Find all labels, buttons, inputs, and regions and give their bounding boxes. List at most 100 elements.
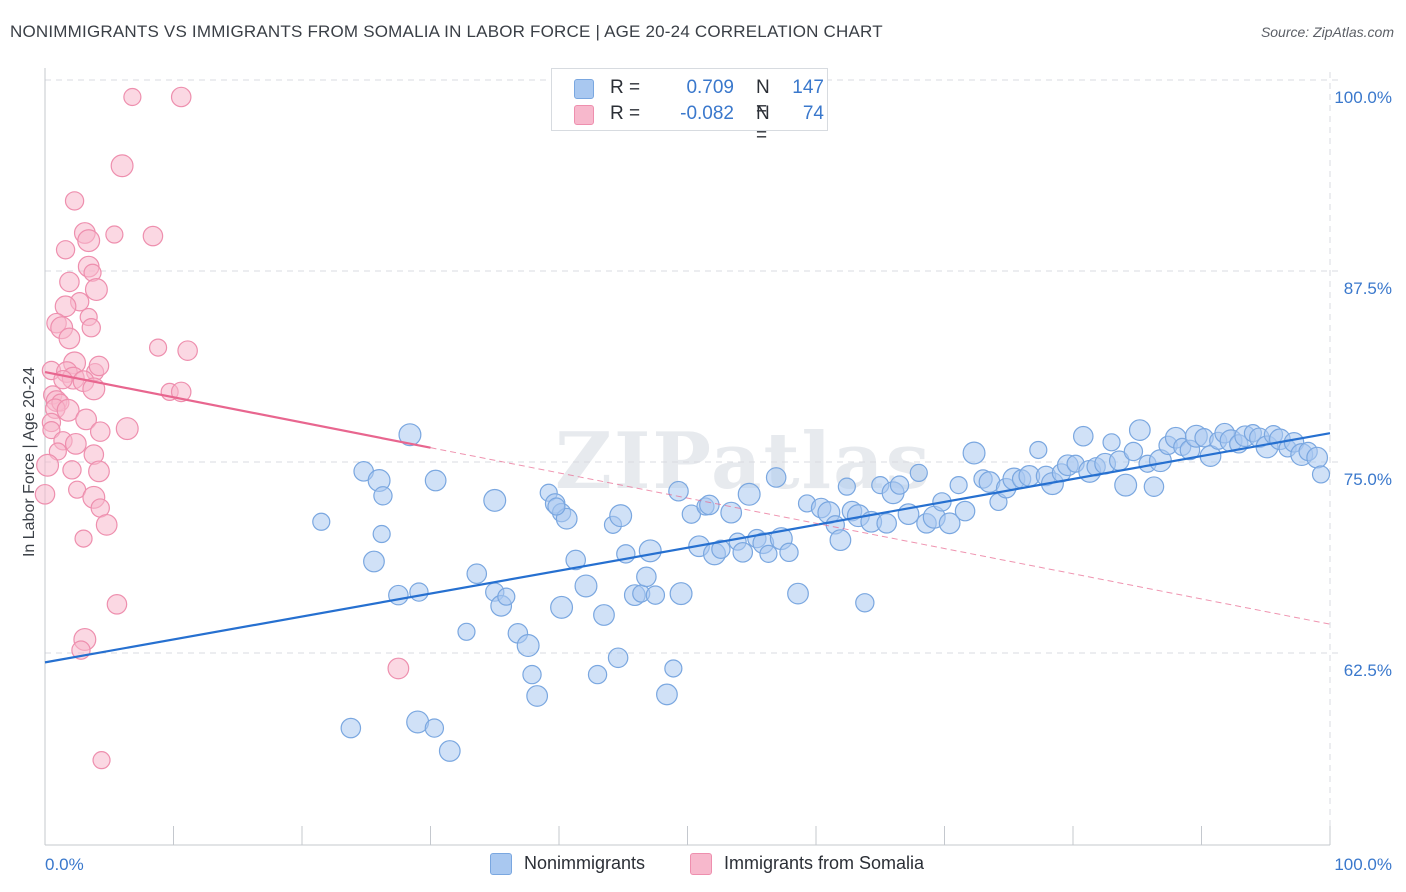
chart-title: NONIMMIGRANTS VS IMMIGRANTS FROM SOMALIA… bbox=[10, 22, 883, 41]
somalia-point bbox=[62, 460, 82, 480]
nonimmigrant-point bbox=[312, 512, 331, 531]
nonimmigrant-point bbox=[669, 582, 693, 606]
nonimmigrant-point bbox=[550, 595, 574, 619]
nonimmigrant-point bbox=[645, 585, 666, 605]
pink-swatch bbox=[574, 105, 594, 125]
somalia-point bbox=[64, 432, 87, 455]
nonimmigrant-point bbox=[954, 500, 976, 522]
nonimmigrant-point bbox=[398, 423, 422, 447]
n-label: N = bbox=[756, 103, 770, 146]
nonimmigrant-point bbox=[483, 488, 507, 512]
nonimmigrant-point bbox=[656, 683, 678, 706]
nonimmigrant-point bbox=[607, 647, 629, 669]
series-nonimmigrants bbox=[312, 419, 1331, 762]
x-tick-label: 100.0% bbox=[1334, 855, 1392, 874]
somalia-point bbox=[81, 318, 101, 338]
pink-swatch bbox=[690, 853, 712, 875]
somalia-point bbox=[56, 398, 80, 422]
somalia-point bbox=[177, 340, 198, 361]
somalia-point bbox=[106, 593, 128, 615]
nonimmigrant-point bbox=[829, 529, 852, 552]
nonimmigrant-point bbox=[516, 634, 540, 658]
nonimmigrant-point bbox=[681, 504, 702, 524]
nonimmigrant-point bbox=[711, 539, 731, 559]
nonimmigrant-point bbox=[889, 475, 910, 495]
somalia-point bbox=[110, 154, 134, 178]
nonimmigrant-point bbox=[1072, 425, 1094, 447]
chart-source: Source: ZipAtlas.com bbox=[1260, 24, 1394, 40]
nonimmigrant-point bbox=[373, 486, 393, 506]
series-immigrants-somalia bbox=[34, 86, 410, 770]
nonimmigrant-point bbox=[565, 549, 587, 571]
nonimmigrant-point bbox=[876, 513, 897, 534]
nonimmigrant-point bbox=[363, 550, 385, 573]
somalia-point bbox=[42, 421, 61, 440]
nonimmigrant-point bbox=[547, 497, 566, 516]
n-value: 147 bbox=[792, 77, 824, 98]
nonimmigrant-point bbox=[668, 480, 689, 502]
somalia-point bbox=[88, 460, 110, 483]
nonimmigrant-point bbox=[388, 584, 409, 606]
somalia-point bbox=[123, 87, 142, 107]
nonimmigrant-point bbox=[732, 542, 754, 563]
somalia-point bbox=[75, 408, 98, 431]
trend-lines bbox=[44, 370, 1331, 664]
nonimmigrant-point bbox=[1029, 440, 1048, 460]
n-value: 74 bbox=[802, 103, 824, 124]
somalia-point bbox=[58, 327, 81, 350]
nonimmigrant-point bbox=[759, 544, 778, 563]
r-label: R = bbox=[610, 77, 641, 98]
nonimmigrant-point bbox=[638, 539, 662, 563]
somalia-point bbox=[84, 278, 108, 302]
blue-swatch bbox=[490, 853, 512, 875]
nonimmigrant-point bbox=[438, 740, 461, 762]
nonimmigrant-point bbox=[765, 467, 787, 488]
nonimmigrant-point bbox=[837, 477, 856, 496]
nonimmigrant-point bbox=[909, 463, 928, 482]
nonimmigrant-point bbox=[497, 587, 516, 606]
somalia-point bbox=[88, 355, 110, 377]
y-tick-label: 87.5% bbox=[1344, 279, 1392, 298]
r-label: R = bbox=[610, 103, 641, 124]
nonimmigrant-point bbox=[522, 664, 542, 685]
nonimmigrant-point bbox=[1128, 419, 1151, 442]
blue-swatch bbox=[574, 79, 594, 99]
nonimmigrant-point bbox=[636, 566, 657, 588]
nonimmigrant-point bbox=[779, 542, 799, 563]
nonimmigrant-point bbox=[587, 664, 608, 685]
nonimmigrant-point bbox=[409, 582, 429, 602]
legend-label: Nonimmigrants bbox=[524, 853, 646, 873]
x-tick-label: 0.0% bbox=[45, 855, 84, 874]
y-tick-label: 75.0% bbox=[1344, 470, 1392, 489]
r-value: 0.709 bbox=[686, 77, 734, 98]
somalia-point bbox=[36, 453, 60, 477]
nonimmigrant-point bbox=[424, 718, 445, 738]
somalia-point bbox=[115, 417, 139, 441]
somalia-point bbox=[55, 240, 76, 260]
nonimmigrant-point bbox=[1123, 441, 1144, 462]
legend-label: Immigrants from Somalia bbox=[724, 853, 925, 873]
nonimmigrant-point bbox=[787, 582, 809, 605]
nonimmigrant-point bbox=[593, 604, 615, 626]
somalia-point bbox=[34, 483, 56, 505]
nonimmigrant-point bbox=[962, 441, 986, 465]
nonimmigrant-point bbox=[1143, 476, 1165, 497]
trend-line-nonimmigrants bbox=[44, 432, 1331, 664]
r-value: -0.082 bbox=[680, 103, 734, 124]
somalia-point bbox=[74, 529, 93, 548]
somalia-point bbox=[89, 421, 111, 442]
nonimmigrant-point bbox=[699, 494, 720, 516]
nonimmigrant-point bbox=[720, 501, 743, 524]
y-tick-label: 100.0% bbox=[1334, 88, 1392, 107]
somalia-point bbox=[92, 751, 111, 770]
nonimmigrant-point bbox=[340, 717, 362, 739]
nonimmigrant-point bbox=[457, 622, 476, 641]
somalia-point bbox=[105, 225, 124, 244]
nonimmigrant-point bbox=[466, 563, 488, 585]
nonimmigrant-point bbox=[737, 482, 761, 506]
nonimmigrant-point bbox=[574, 574, 598, 598]
somalia-point bbox=[54, 295, 77, 318]
nonimmigrant-point bbox=[855, 593, 875, 613]
trend-line-somalia-extension bbox=[430, 447, 1331, 625]
